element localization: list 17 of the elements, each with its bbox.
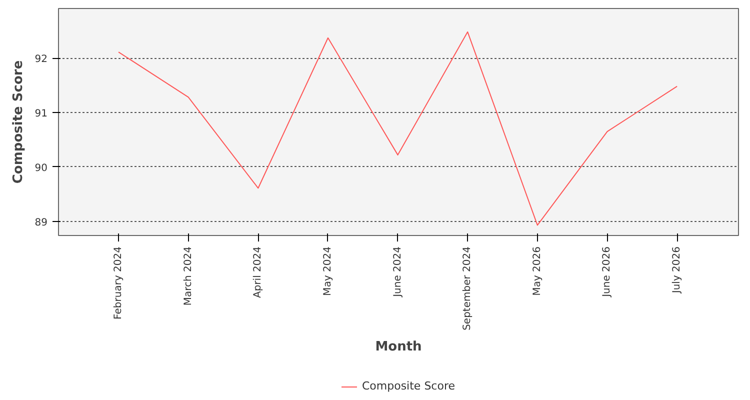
x-tick-label: June 2024 — [392, 246, 404, 298]
line-series — [118, 31, 678, 226]
x-tick-label: September 2024 — [462, 246, 474, 330]
x-tick-label: May 2024 — [322, 246, 334, 296]
y-tick-label: 89 — [34, 217, 48, 228]
y-tick-label: 91 — [34, 108, 48, 120]
x-tick-label: February 2024 — [113, 246, 124, 320]
x-tick-label: April 2024 — [252, 246, 264, 298]
y-axis-title: Composite Score — [10, 60, 26, 184]
x-tick-label: March 2024 — [182, 246, 194, 306]
y-tick-label: 92 — [34, 54, 48, 66]
x-axis-title: Month — [375, 339, 422, 354]
x-tick-label: May 2026 — [532, 246, 543, 296]
legend-label: Composite Score — [362, 380, 456, 392]
y-tick-label: 90 — [34, 162, 48, 174]
x-tick-label: June 2026 — [602, 246, 613, 298]
x-tick-label: July 2026 — [672, 246, 683, 294]
